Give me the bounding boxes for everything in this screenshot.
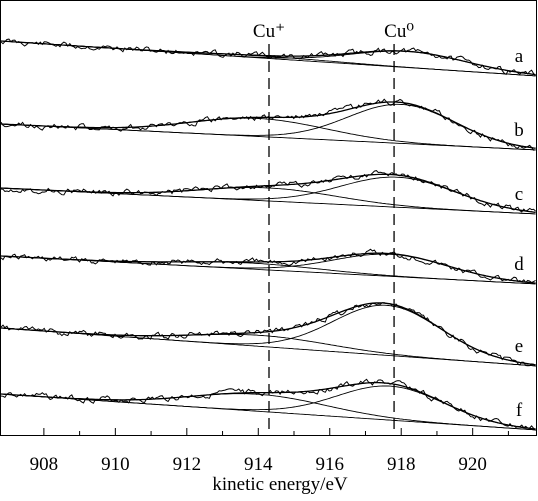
- cu0-peak: [0, 176, 536, 213]
- fit-envelope-line: [0, 252, 536, 284]
- fit-envelope-line: [0, 381, 536, 430]
- series-label: f: [516, 400, 523, 421]
- fit-envelope-line: [0, 173, 536, 213]
- cu0-peak: [0, 103, 536, 149]
- spectrum-b: b: [0, 98, 536, 151]
- raw-spectrum-line: [0, 248, 536, 284]
- series-label: d: [514, 254, 524, 275]
- spectrum-d: d: [0, 248, 536, 285]
- fit-envelope-line: [0, 302, 536, 366]
- marker-label: Cu⁰: [384, 21, 414, 42]
- x-axis: 908 910 912 914 916 918 920: [30, 428, 509, 475]
- spectrum-c: c: [0, 170, 536, 215]
- x-tick-label: 910: [101, 454, 130, 475]
- spectrum-f: f: [0, 378, 536, 431]
- raw-spectrum-line: [0, 98, 536, 151]
- series-label: e: [515, 336, 523, 357]
- fit-envelope-line: [0, 101, 536, 149]
- series-label: c: [515, 184, 523, 205]
- raw-spectrum-line: [0, 38, 536, 77]
- series-label: a: [515, 46, 524, 67]
- x-axis-label: kinetic energy/eV: [212, 474, 348, 495]
- series-label: b: [514, 120, 524, 141]
- x-tick-label: 912: [173, 454, 202, 475]
- x-tick-label: 908: [30, 454, 59, 475]
- x-tick-label: 916: [315, 454, 344, 475]
- fit-envelope-line: [0, 40, 536, 76]
- vertical-markers: Cu⁺ Cu⁰: [253, 21, 414, 435]
- raw-spectrum-line: [0, 302, 536, 367]
- cu0-peak: [0, 304, 536, 366]
- spectrum-e: e: [0, 302, 536, 367]
- x-tick-label: 914: [244, 454, 273, 475]
- marker-label: Cu⁺: [253, 21, 285, 42]
- raw-spectrum-line: [0, 378, 536, 431]
- x-tick-label: 918: [387, 454, 416, 475]
- x-tick-label: 920: [458, 454, 487, 475]
- plot-area: a b c d e f: [0, 38, 536, 431]
- plot-frame: [0, 0, 537, 436]
- spectrum-a: a: [0, 38, 536, 77]
